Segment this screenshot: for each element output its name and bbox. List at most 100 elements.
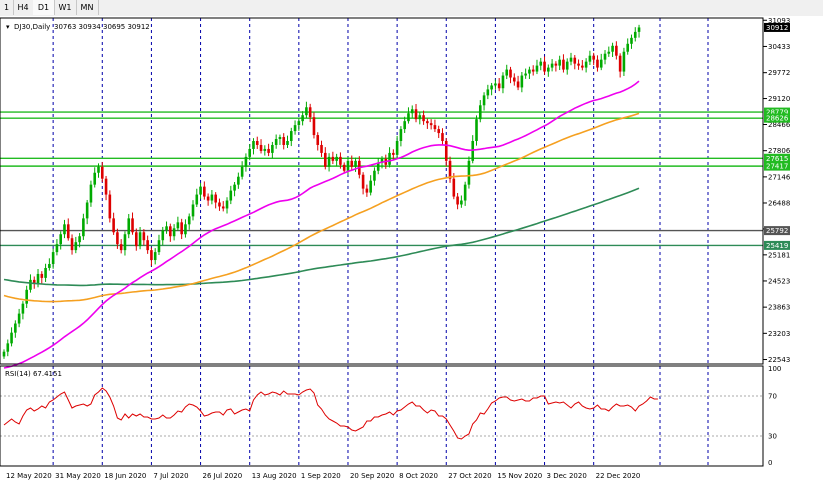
candle-body — [520, 75, 524, 88]
timeframe-h1-button[interactable]: 1 — [0, 0, 14, 15]
rsi-line — [3, 387, 658, 440]
timeframe-w1-button[interactable]: W1 — [54, 0, 77, 15]
candle-body — [452, 178, 456, 197]
x-tick-label: 22 Dec 2020 — [596, 472, 641, 480]
candle-body — [191, 204, 195, 217]
candle-body — [410, 109, 414, 114]
y-tick-label: 23863 — [768, 304, 790, 312]
rsi-tick-label: 0 — [768, 459, 772, 467]
price-axis: 31093 30433 29772 29120 28466 27806 27146 26488… — [763, 17, 791, 364]
candle-body — [108, 194, 112, 219]
candle-body — [237, 176, 240, 185]
candle-body — [596, 59, 599, 68]
candle-body — [407, 113, 410, 122]
chart-collapse-icon[interactable]: ▾ — [6, 23, 10, 31]
level-label: 28779 — [766, 109, 788, 117]
candle-body — [74, 242, 78, 251]
candle-body — [335, 156, 338, 161]
chart-ohlc: 30763 30934 30695 30912 — [54, 23, 150, 31]
rsi-tick-label: 30 — [768, 433, 777, 441]
candle-body — [373, 170, 376, 181]
timeframe-mn-button[interactable]: MN — [76, 0, 99, 15]
chart-background — [0, 16, 823, 487]
ma-fast-line — [3, 80, 640, 369]
candle-body — [482, 95, 486, 106]
candle-body — [543, 61, 546, 72]
candle-body — [85, 202, 89, 219]
candle-body — [494, 83, 497, 86]
candle-body — [48, 264, 51, 268]
candle-body — [441, 133, 444, 142]
level-label: 25419 — [766, 242, 788, 250]
candle-body — [350, 160, 354, 167]
candle-body — [331, 156, 335, 161]
candle-body — [184, 224, 187, 235]
candle-body — [203, 186, 206, 197]
x-tick-label: 15 Nov 2020 — [497, 472, 542, 480]
timeframe-d1-button[interactable]: D1 — [33, 0, 55, 15]
candle-body — [119, 244, 123, 251]
y-tick-label: 28466 — [768, 121, 791, 129]
y-tick-label: 29120 — [768, 95, 790, 103]
candle-body — [195, 194, 199, 205]
candle-body — [214, 194, 217, 203]
candle-body — [293, 125, 297, 132]
candle-body — [577, 63, 580, 66]
candle-body — [433, 125, 437, 130]
x-tick-label: 1 Sep 2020 — [301, 472, 341, 480]
candle-body — [339, 156, 342, 165]
candle-body — [346, 160, 350, 171]
candle-body — [199, 186, 202, 195]
rsi-header: RSI(14) 67.4151 — [5, 370, 62, 378]
candle-body — [558, 59, 561, 66]
x-tick-label: 31 May 2020 — [55, 472, 101, 480]
candle-body — [528, 69, 531, 74]
moving-averages — [3, 80, 640, 369]
candle-body — [324, 152, 327, 167]
candle-body — [588, 55, 592, 62]
level-label: 25792 — [766, 227, 788, 235]
candle-body — [448, 160, 452, 179]
candle-body — [135, 232, 138, 247]
ma-mid-line — [3, 112, 640, 303]
candle-body — [36, 273, 40, 284]
candle-body — [418, 115, 422, 120]
candle-body — [10, 332, 13, 344]
candle-body — [244, 156, 248, 167]
candle-body — [66, 224, 70, 239]
candle-body — [240, 166, 244, 177]
level-label: 28626 — [766, 115, 789, 123]
candle-body — [497, 83, 501, 89]
candle-body — [599, 59, 603, 68]
candle-body — [169, 226, 172, 237]
candle-body — [414, 109, 418, 120]
candle-body — [365, 188, 369, 193]
candle-body — [116, 232, 119, 245]
candle-body — [399, 129, 403, 142]
candle-body — [618, 55, 622, 72]
candle-body — [388, 152, 391, 165]
rsi-tick-label: 100 — [768, 365, 781, 373]
candle-body — [376, 162, 380, 171]
x-tick-label: 3 Dec 2020 — [547, 472, 587, 480]
candle-body — [486, 89, 490, 96]
candle-body — [112, 218, 115, 233]
candle-body — [153, 252, 157, 261]
candle-body — [550, 63, 554, 68]
candle-body — [524, 73, 527, 76]
candle-body — [327, 156, 331, 167]
candle-body — [626, 43, 629, 52]
candle-body — [535, 65, 539, 72]
candle-body — [176, 222, 180, 229]
candle-body — [2, 351, 6, 357]
candle-body — [248, 148, 251, 157]
candle-body — [29, 279, 32, 290]
price-panel-border — [0, 17, 764, 365]
current-price-bg — [764, 22, 790, 32]
candle-body — [271, 144, 274, 153]
candle-body — [622, 51, 626, 72]
candle-body — [478, 105, 482, 120]
candle-body — [161, 230, 165, 241]
candle-body — [305, 107, 308, 116]
